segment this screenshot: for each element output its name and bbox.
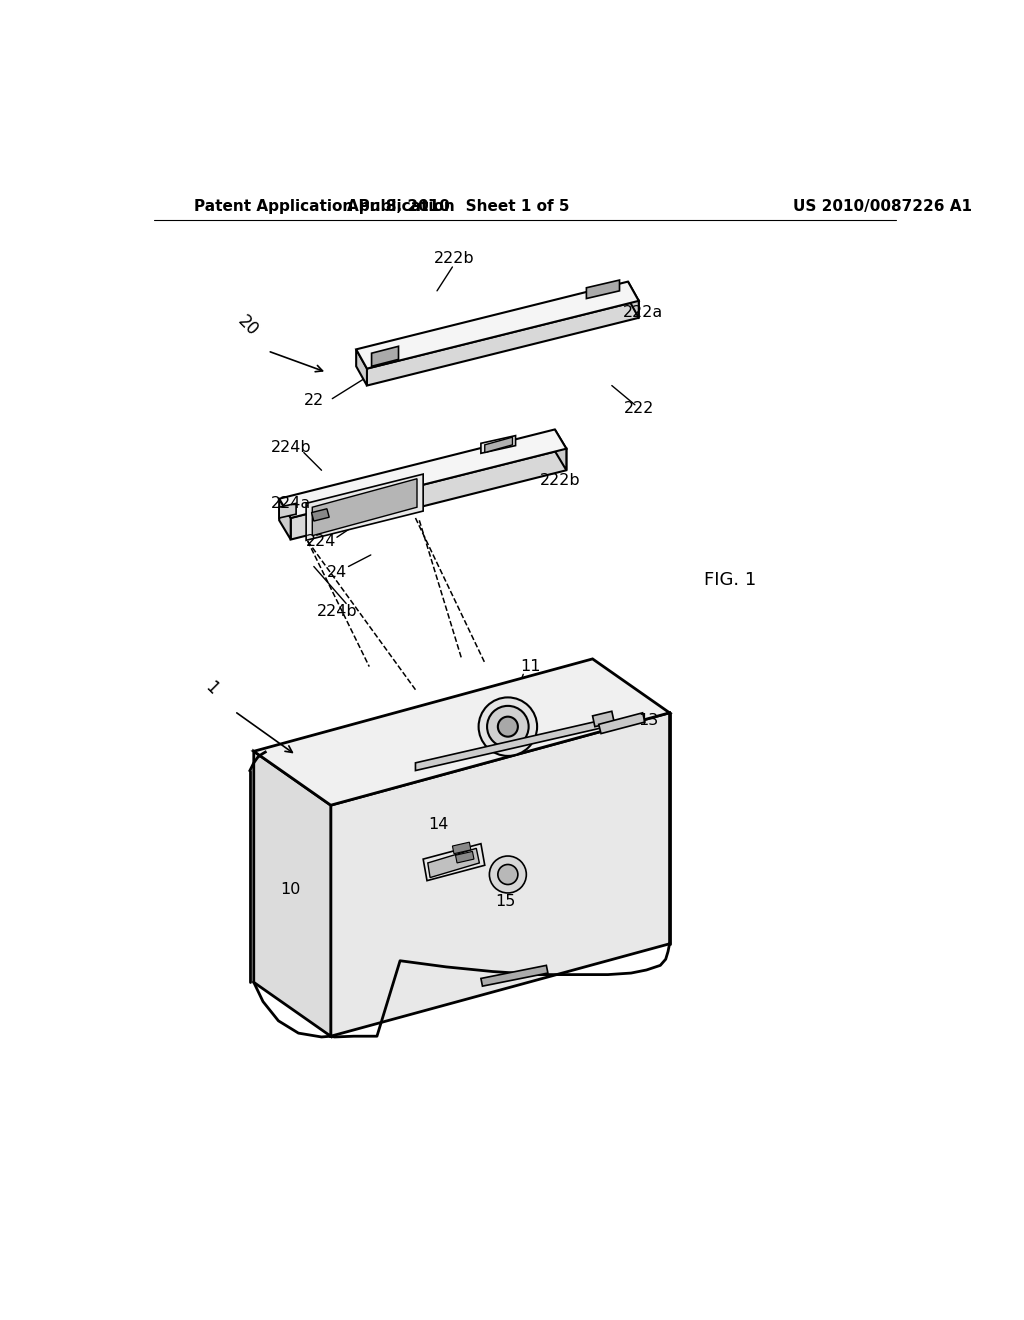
Text: 224: 224 — [306, 535, 337, 549]
Polygon shape — [628, 281, 639, 318]
Circle shape — [498, 717, 518, 737]
Circle shape — [498, 865, 518, 884]
Text: 224b: 224b — [270, 440, 311, 454]
Text: 222a: 222a — [623, 305, 663, 319]
Text: 222: 222 — [624, 401, 654, 416]
Text: Patent Application Publication: Patent Application Publication — [194, 198, 455, 214]
Circle shape — [487, 706, 528, 747]
Text: 24: 24 — [327, 565, 347, 581]
Text: US 2010/0087226 A1: US 2010/0087226 A1 — [793, 198, 972, 214]
Polygon shape — [372, 346, 398, 367]
Polygon shape — [356, 281, 639, 368]
Text: Apr. 8, 2010   Sheet 1 of 5: Apr. 8, 2010 Sheet 1 of 5 — [346, 198, 569, 214]
Text: 224a: 224a — [270, 496, 311, 511]
Polygon shape — [280, 499, 291, 540]
Text: 13: 13 — [638, 713, 658, 729]
Text: 14: 14 — [428, 817, 449, 832]
Circle shape — [478, 697, 538, 756]
Polygon shape — [481, 436, 515, 453]
Text: 224b: 224b — [316, 603, 357, 619]
Polygon shape — [453, 842, 471, 854]
Polygon shape — [306, 474, 423, 540]
Text: 222b: 222b — [433, 251, 474, 267]
Text: 222b: 222b — [540, 473, 581, 488]
Polygon shape — [481, 965, 548, 986]
Text: 11: 11 — [521, 659, 542, 675]
Polygon shape — [456, 851, 474, 863]
Polygon shape — [254, 659, 670, 805]
Polygon shape — [416, 721, 600, 771]
Polygon shape — [599, 713, 645, 734]
Polygon shape — [280, 503, 296, 517]
Circle shape — [489, 855, 526, 892]
Polygon shape — [367, 301, 639, 385]
Polygon shape — [311, 508, 330, 521]
Text: 22: 22 — [304, 393, 324, 408]
Text: 20: 20 — [233, 313, 261, 341]
Polygon shape — [254, 751, 331, 1036]
Polygon shape — [587, 280, 620, 298]
Polygon shape — [555, 429, 566, 470]
Polygon shape — [331, 713, 670, 1036]
Polygon shape — [428, 849, 479, 878]
Text: 1: 1 — [202, 678, 221, 698]
Polygon shape — [280, 429, 566, 517]
Text: FIG. 1: FIG. 1 — [703, 572, 756, 589]
Polygon shape — [291, 449, 566, 540]
Text: 15: 15 — [496, 894, 516, 909]
Polygon shape — [593, 711, 614, 726]
Polygon shape — [356, 350, 367, 385]
Polygon shape — [423, 843, 484, 880]
Polygon shape — [484, 437, 512, 453]
Text: 10: 10 — [281, 882, 301, 898]
Polygon shape — [312, 479, 417, 536]
